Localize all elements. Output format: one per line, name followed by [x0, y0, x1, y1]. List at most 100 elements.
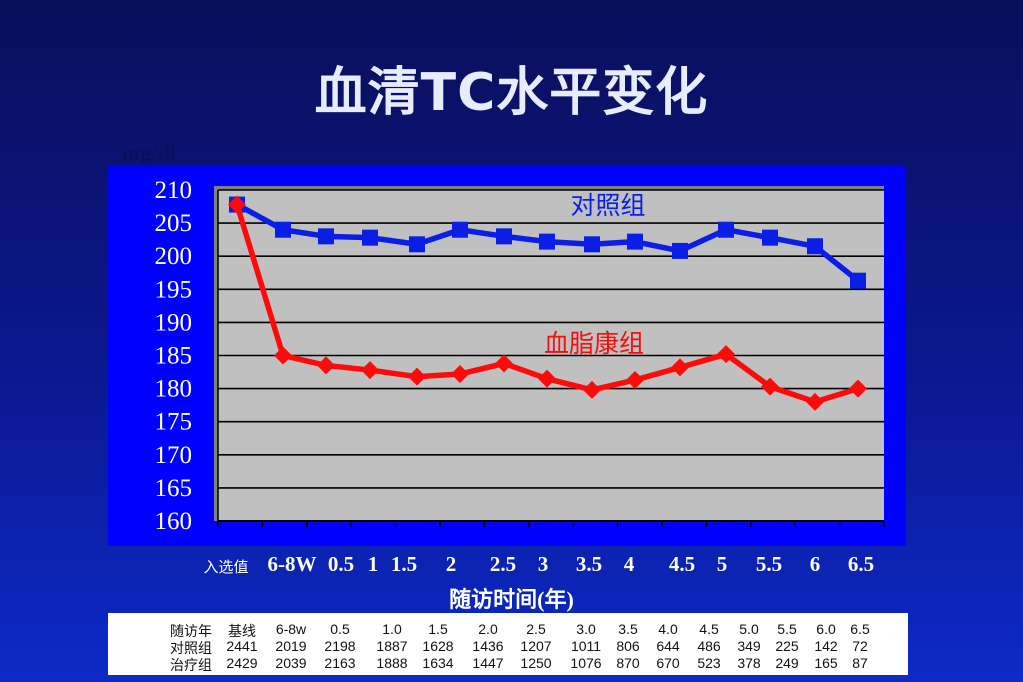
table-cell: 4.5: [699, 621, 719, 637]
y-tick-label: 180: [155, 376, 193, 403]
data-point: [762, 229, 778, 246]
table-row: 随访年 基线 6-8w 0.5 1.0 1.5 2.0 2.5 3.0 3.5 4.0 4.5 5.0 5…: [108, 621, 908, 639]
y-tick-label: 190: [155, 309, 193, 336]
table-cell: 1447: [472, 655, 504, 671]
data-point: [274, 346, 292, 365]
table-cell: 72: [852, 638, 868, 654]
y-tick-label: 200: [155, 243, 193, 270]
x-tick-label: 5: [716, 552, 728, 576]
data-point: [361, 361, 379, 380]
table-cell: 225: [775, 638, 799, 654]
table-cell: 523: [697, 655, 721, 671]
data-point: [539, 233, 555, 250]
table-cell: 1.0: [382, 621, 402, 637]
x-tick-label: 3: [537, 552, 549, 576]
data-point: [495, 354, 513, 373]
x-tick-label: 1: [367, 552, 379, 576]
table-cell: 1207: [520, 638, 552, 654]
x-tick-label: 4: [623, 552, 635, 576]
followup-count-table: 随访年 基线 6-8w 0.5 1.0 1.5 2.0 2.5 3.0 3.5 4.0 4.5 5.0 5…: [108, 613, 908, 675]
data-point: [671, 358, 689, 377]
table-cell: 4.0: [658, 621, 678, 637]
series-label-control: 对照组: [570, 191, 645, 220]
x-axis-labels: 入选值 6-8W 0.5 1 1.5 2 2.5 3 3.5 4 4.5 5 5.5 6 6.5: [0, 548, 1023, 584]
table-cell: 2163: [324, 655, 356, 671]
table-cell: 378: [737, 655, 761, 671]
table-cell: 1011: [570, 638, 602, 654]
y-tick-label: 160: [155, 508, 193, 535]
table-cell: 3.0: [576, 621, 596, 637]
table-cell: 1436: [472, 638, 504, 654]
y-tick-label: 175: [155, 409, 193, 436]
y-tick-label: 210: [155, 177, 193, 204]
data-point: [275, 221, 291, 238]
series-label-treatment: 血脂康组: [544, 329, 644, 358]
data-point: [408, 367, 426, 386]
table-cell: 基线: [228, 623, 256, 639]
x-tick-label: 2.5: [489, 552, 517, 576]
y-tick-label: 170: [155, 442, 193, 469]
table-cell: 5.5: [777, 621, 797, 637]
table-row: 对照组 2441 2019 2198 1887 1628 1436 1207 1011 806 64…: [108, 638, 908, 656]
data-point: [496, 228, 512, 245]
data-point: [626, 370, 644, 389]
data-point: [452, 221, 468, 238]
table-cell: 6.5: [850, 621, 870, 637]
table-cell: 2039: [275, 655, 307, 671]
chart-panel: 210 205 200 195 190 185 180 175 170 165 160 对照组 血脂康组: [108, 166, 906, 546]
table-cell: 6.0: [816, 621, 836, 637]
x-tick-label: 4.5: [668, 552, 696, 576]
table-cell: 1634: [422, 655, 454, 671]
x-tick-label: 0.5: [327, 552, 355, 576]
table-cell: 142: [814, 638, 838, 654]
table-cell: 1250: [520, 655, 552, 671]
table-cell: 2.5: [526, 621, 546, 637]
table-cell: 87: [852, 655, 868, 671]
data-point: [850, 272, 866, 289]
table-cell: 5.0: [739, 621, 759, 637]
data-point: [318, 228, 334, 245]
data-point: [627, 233, 643, 250]
table-row-label: 随访年: [170, 623, 212, 639]
table-cell: 1888: [376, 655, 408, 671]
data-point: [849, 379, 867, 398]
table-cell: 1628: [422, 638, 454, 654]
data-point: [806, 392, 824, 411]
data-point: [807, 238, 823, 255]
data-point: [451, 365, 469, 384]
table-cell: 806: [616, 638, 640, 654]
table-row-label: 治疗组: [170, 657, 212, 673]
table-cell: 486: [697, 638, 721, 654]
y-tick-label: 165: [155, 475, 193, 502]
table-row: 治疗组 2429 2039 2163 1888 1634 1447 1250 1076 870 67…: [108, 655, 908, 673]
data-point: [583, 380, 601, 399]
table-cell: 670: [656, 655, 680, 671]
table-cell: 1887: [376, 638, 408, 654]
data-point: [538, 369, 556, 388]
table-cell: 2019: [275, 638, 307, 654]
y-axis-unit: mg/dl: [122, 140, 176, 165]
chart-title: 血清TC水平变化: [314, 63, 709, 123]
table-cell: 2429: [226, 655, 258, 671]
data-point: [718, 221, 734, 238]
table-cell: 2441: [226, 638, 258, 654]
x-tick-label: 1.5: [390, 552, 418, 576]
data-point: [717, 345, 735, 364]
table-cell: 3.5: [618, 621, 638, 637]
data-point: [584, 236, 600, 253]
data-point: [317, 356, 335, 375]
data-point: [672, 242, 688, 259]
table-cell: 2198: [324, 638, 356, 654]
x-tick-label: 6.5: [847, 552, 875, 576]
table-cell: 6-8w: [275, 621, 307, 637]
data-point: [228, 195, 246, 214]
table-cell: 644: [656, 638, 680, 654]
x-tick-label: 2: [445, 552, 457, 576]
x-tick-label: 3.5: [575, 552, 603, 576]
x-tick-label: 6: [809, 552, 821, 576]
y-tick-label: 185: [155, 343, 193, 370]
data-point: [362, 229, 378, 246]
table-cell: 1076: [570, 655, 602, 671]
table-cell: 1.5: [428, 621, 448, 637]
